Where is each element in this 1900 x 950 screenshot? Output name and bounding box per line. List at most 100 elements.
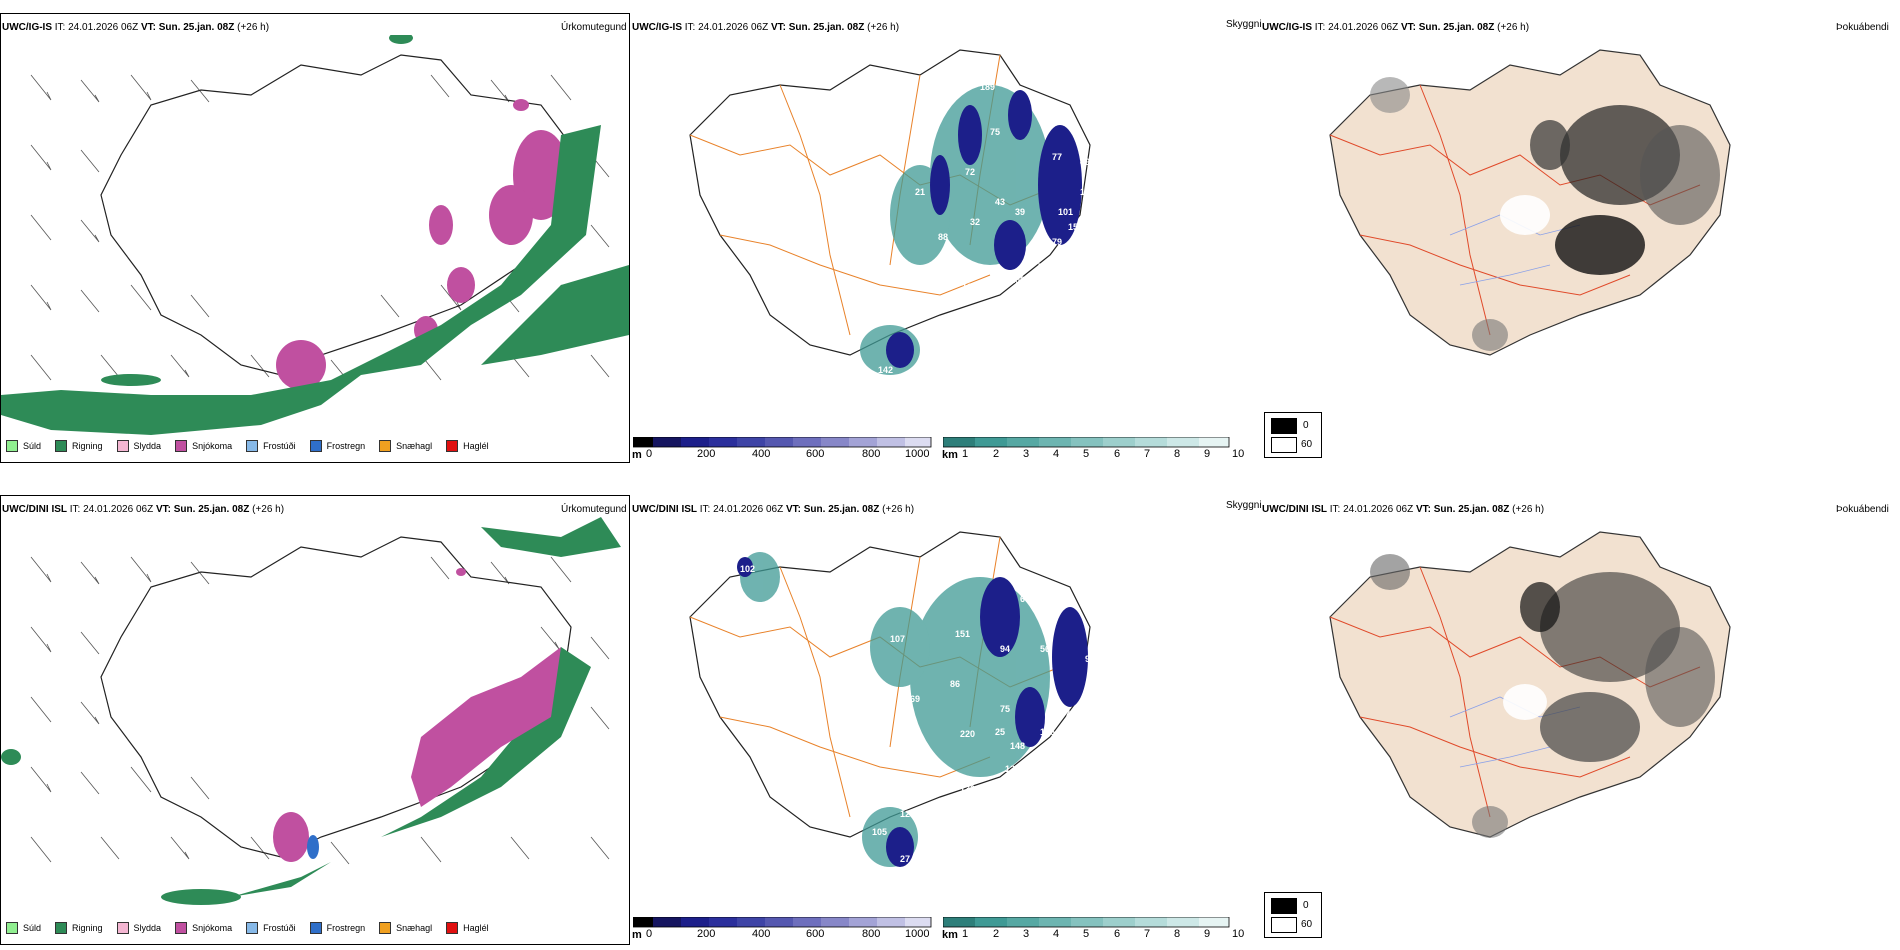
spot-label: 56 (1040, 644, 1050, 654)
legend-slydda: Slydda (116, 440, 161, 452)
fog-map (1329, 49, 1731, 356)
spot-label: 75 (1000, 704, 1010, 714)
legend-rigning: Rigning (55, 922, 103, 934)
fog-key-label: 60 (1301, 439, 1313, 450)
tick-km: 7 (1144, 928, 1151, 940)
spot-label: 72 (965, 167, 975, 177)
fog-key-label: 60 (1301, 919, 1313, 930)
legend-slydda: Slydda (116, 922, 161, 934)
spot-label: 39 (1015, 207, 1025, 217)
freezing-rain-area (307, 835, 319, 859)
snow-areas (273, 568, 561, 862)
spot-label: 75 (1038, 262, 1048, 272)
spot-label: 209 (1055, 272, 1070, 282)
spot-label: 11 (928, 262, 938, 272)
tick-m: 800 (862, 928, 881, 940)
precip-legend: Súld Rigning Slydda Snjókoma Frostúði Fr… (6, 440, 503, 452)
visibility-colorbar-m (633, 437, 932, 448)
legend-haglel: Haglél (446, 922, 489, 934)
spot-label: 125 (900, 809, 915, 819)
visibility-colorbar-km (943, 917, 1230, 928)
visibility-title: Skyggni (1226, 19, 1262, 30)
tick-m: 800 (862, 448, 881, 460)
legend-suld: Súld (6, 922, 41, 934)
spot-label: 189 (980, 82, 995, 92)
tick-km: 5 (1083, 448, 1090, 460)
visibility-unit-km: km (942, 449, 958, 461)
spot-label: 100 (1010, 275, 1025, 285)
legend-frostregn: Frostregn (309, 922, 365, 934)
spot-label: 21 (915, 187, 925, 197)
spot-label: 150 (1068, 222, 1083, 232)
visibility-spot-labels: 102 12 62 69 107 151 94 56 69 86 75 220 … (740, 539, 1095, 864)
spot-label: 151 (955, 629, 970, 639)
precip-header: UWC/DINI ISL IT: 24.01.2026 06Z VT: Sun.… (2, 504, 285, 515)
tick-km: 4 (1053, 448, 1060, 460)
fog-field (1370, 554, 1715, 838)
dark-visibility (737, 557, 1088, 867)
visibility-unit-km: km (942, 929, 958, 941)
legend-frostudi: Frostúði (246, 922, 296, 934)
precip-panel (0, 495, 630, 945)
tick-km: 7 (1144, 448, 1151, 460)
fog-key-white (1271, 437, 1297, 453)
spot-label: 167 (962, 282, 977, 292)
spot-label: 69 (1020, 594, 1030, 604)
spot-label: 94 (1000, 644, 1010, 654)
tick-m: 400 (752, 448, 771, 460)
legend-snaehagl: Snæhagl (379, 922, 432, 934)
tick-km: 9 (1204, 448, 1211, 460)
precip-map (1, 35, 629, 435)
legend-frostudi: Frostúði (246, 440, 296, 452)
tick-m: 0 (646, 448, 653, 460)
spot-label: 88 (938, 232, 948, 242)
legend-suld: Súld (6, 440, 41, 452)
spot-label: 142 (878, 365, 893, 375)
spot-label: 106 (1040, 727, 1055, 737)
spot-label: 77 (1052, 152, 1062, 162)
fog-key-white (1271, 917, 1297, 933)
fog-key-label: 0 (1303, 900, 1309, 911)
precip-panel (0, 13, 630, 463)
visibility-unit-m: m (632, 449, 642, 461)
visibility-unit-m: m (632, 929, 642, 941)
legend-haglel: Haglél (446, 440, 489, 452)
spot-label: 75 (990, 127, 1000, 137)
tick-km: 1 (962, 928, 969, 940)
spot-label: 107 (890, 634, 905, 644)
tick-km: 3 (1023, 928, 1030, 940)
row-1: UWC/IG-IS IT: 24.01.2026 06Z VT: Sun. 25… (0, 0, 1900, 470)
spot-label: 13 (1005, 764, 1015, 774)
spot-label: 25 (995, 727, 1005, 737)
fog-key: 0 60 (1264, 892, 1322, 938)
tick-m: 200 (697, 448, 716, 460)
tick-km: 10 (1232, 448, 1245, 460)
precip-legend: Súld Rigning Slydda Snjókoma Frostúði Fr… (6, 922, 503, 934)
spot-label: 76 (1065, 709, 1075, 719)
legend-rigning: Rigning (55, 440, 103, 452)
precip-title: Úrkomutegund (561, 504, 627, 515)
precip-header: UWC/IG-IS IT: 24.01.2026 06Z VT: Sun. 25… (2, 22, 270, 33)
fog-key-black (1271, 418, 1297, 434)
spot-label: 35 (902, 383, 912, 393)
fog-key: 0 60 (1264, 412, 1322, 458)
snow-areas (276, 99, 569, 390)
tick-m: 1000 (905, 928, 930, 940)
fog-header: UWC/DINI ISL IT: 24.01.2026 06Z VT: Sun.… (1262, 504, 1545, 515)
tick-m: 200 (697, 928, 716, 940)
spot-label: 80 (1072, 272, 1082, 282)
tick-km: 9 (1204, 928, 1211, 940)
visibility-colorbar-m (633, 917, 932, 928)
tick-m: 600 (806, 928, 825, 940)
tick-m: 0 (646, 928, 653, 940)
legend-snjokoma: Snjókoma (175, 922, 232, 934)
spot-label: 29 (965, 330, 975, 340)
row-2: UWC/DINI ISL IT: 24.01.2026 06Z VT: Sun.… (0, 480, 1900, 950)
spot-label: 43 (995, 197, 1005, 207)
fog-field (1370, 77, 1720, 351)
visibility-title: Skyggni (1226, 500, 1262, 511)
spot-label: 40 (1060, 599, 1070, 609)
fog-map (1329, 531, 1731, 838)
spot-label: 12 (742, 604, 752, 614)
spot-label: 105 (872, 827, 887, 837)
